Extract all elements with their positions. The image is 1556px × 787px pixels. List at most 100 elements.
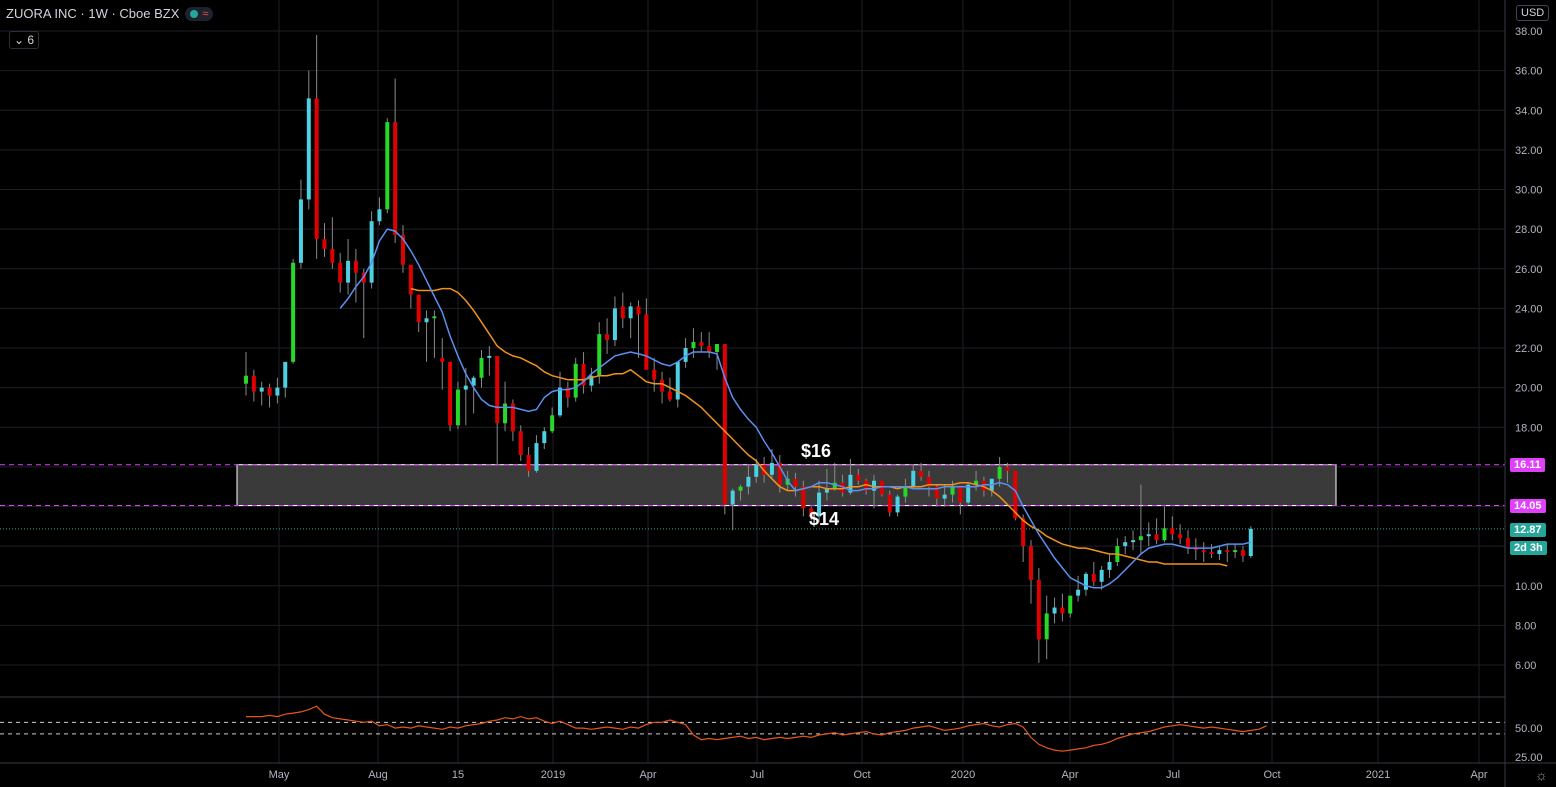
price-tick-label: 20.00 (1515, 383, 1543, 395)
currency-button[interactable]: USD (1516, 5, 1550, 21)
candle-body (1217, 550, 1222, 555)
collapse-indicators-button[interactable]: ⌄ 6 (9, 31, 40, 49)
candle-body (573, 363, 578, 398)
candle-body (707, 346, 712, 352)
candle-body (715, 344, 719, 352)
candle-body (518, 431, 523, 455)
candle-body (824, 488, 829, 493)
candle-body (974, 480, 979, 485)
candle-body (1091, 573, 1096, 582)
candle-body (244, 375, 248, 384)
candle-body (683, 348, 688, 362)
candle-body (903, 486, 908, 497)
time-tick-label: May (269, 769, 290, 781)
candle-body (754, 464, 759, 477)
candle-body (738, 486, 743, 491)
candle-body (887, 494, 892, 513)
time-tick-label: 15 (452, 769, 464, 781)
time-tick-label: Jul (750, 769, 764, 781)
candle-body (565, 387, 570, 398)
candle-body (981, 480, 986, 491)
ma-fast-line (339, 228, 1251, 589)
time-tick-label: Aug (368, 769, 388, 781)
candle-body (291, 262, 296, 362)
rsi-tick-label: 25.00 (1515, 752, 1543, 764)
candle-body (1146, 534, 1151, 537)
candle-body (330, 248, 335, 263)
price-tick-label: 24.00 (1515, 303, 1543, 315)
candle-body (440, 357, 445, 362)
candle-body (636, 306, 641, 315)
candle-body (856, 474, 861, 481)
market-status-pill[interactable]: ≈ (185, 6, 214, 21)
annotation-14[interactable]: $14 (809, 509, 840, 529)
candle-body (1036, 579, 1041, 640)
candle-body (848, 474, 853, 493)
candle-body (660, 379, 665, 392)
rsi-pane (0, 705, 1505, 752)
grid-lines (0, 0, 1505, 763)
chart-legend: ZUORA INC · 1W · Cboe BZX ≈ (6, 6, 214, 21)
candle-body (338, 262, 343, 283)
candle-body (840, 482, 845, 493)
price-tick-label: 32.00 (1515, 145, 1543, 157)
candle-body (298, 199, 303, 263)
candle-body (448, 361, 453, 426)
candle-body (1005, 466, 1010, 471)
time-tick-label: Oct (853, 769, 870, 781)
settings-gear-icon[interactable]: ☼ (1535, 767, 1548, 783)
annotation-16[interactable]: $16 (801, 441, 832, 461)
candle-body (589, 375, 594, 386)
candle-body (393, 122, 398, 236)
lower-line-price-label: 14.05 (1510, 499, 1546, 513)
candle-body (1201, 550, 1206, 553)
candle-body (542, 431, 547, 444)
candlesticks (244, 34, 1253, 664)
symbol-title[interactable]: ZUORA INC · 1W · Cboe BZX (6, 6, 180, 21)
price-tick-label: 6.00 (1515, 660, 1536, 672)
candle-body (1240, 550, 1245, 557)
candle-body (550, 415, 555, 432)
price-tick-label: 26.00 (1515, 264, 1543, 276)
candle-body (950, 486, 955, 495)
candle-body (526, 454, 531, 471)
candle-body (314, 98, 319, 240)
candle-body (667, 391, 672, 400)
upper-line-price-label: 16.11 (1510, 458, 1545, 472)
price-tick-label: 34.00 (1515, 105, 1543, 117)
candle-body (966, 484, 971, 503)
candle-body (746, 476, 751, 487)
price-tick-label: 18.00 (1515, 422, 1543, 434)
candle-body (872, 480, 876, 491)
candle-body (1099, 569, 1104, 582)
candle-body (958, 486, 963, 503)
price-tick-label: 38.00 (1515, 26, 1543, 38)
support-resistance-zone[interactable] (236, 464, 1337, 507)
candle-body (1044, 613, 1049, 640)
candle-body (1186, 538, 1190, 549)
horizontal-lines[interactable] (0, 464, 1505, 530)
candle-body (597, 334, 602, 376)
candle-body (275, 387, 280, 396)
time-tick-label: Apr (1470, 769, 1487, 781)
ma-slow-line (410, 287, 1228, 567)
candle-body (1052, 607, 1057, 614)
candle-body (644, 314, 649, 370)
candle-body (283, 361, 288, 388)
candle-body (620, 306, 625, 319)
time-tick-label: Oct (1263, 769, 1280, 781)
candle-body (1076, 589, 1081, 596)
candle-body (322, 239, 327, 249)
candle-body (534, 443, 539, 471)
candle-body (479, 357, 484, 378)
candle-body (1021, 518, 1026, 547)
time-tick-label: 2020 (951, 769, 975, 781)
candle-body (1131, 540, 1136, 543)
candle-body (1154, 534, 1159, 541)
time-tick-label: Apr (1061, 769, 1078, 781)
candle-body (1123, 542, 1128, 547)
chevron-down-icon: ⌄ (14, 33, 25, 47)
candle-body (424, 318, 429, 323)
